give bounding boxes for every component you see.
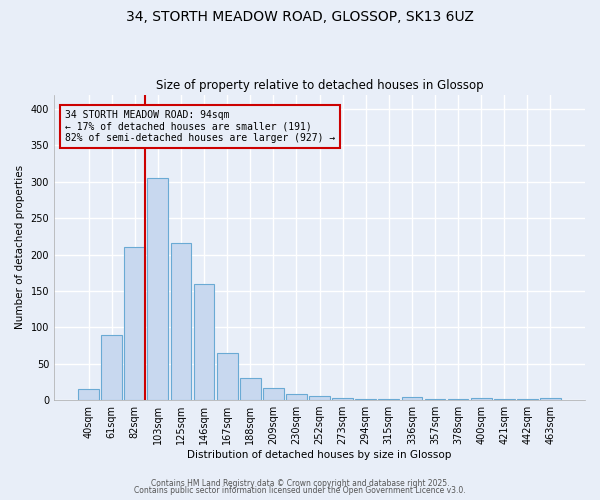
Bar: [309, 396, 330, 400]
Bar: [148, 178, 168, 400]
Bar: [540, 398, 561, 400]
Bar: [379, 398, 399, 400]
Text: 34, STORTH MEADOW ROAD, GLOSSOP, SK13 6UZ: 34, STORTH MEADOW ROAD, GLOSSOP, SK13 6U…: [126, 10, 474, 24]
Bar: [124, 246, 145, 400]
Text: Contains public sector information licensed under the Open Government Licence v3: Contains public sector information licen…: [134, 486, 466, 495]
Bar: [240, 378, 260, 400]
Y-axis label: Number of detached properties: Number of detached properties: [15, 166, 25, 330]
Bar: [355, 398, 376, 400]
Bar: [170, 243, 191, 400]
Bar: [401, 397, 422, 400]
Bar: [332, 398, 353, 400]
Bar: [101, 334, 122, 400]
Bar: [194, 284, 214, 400]
X-axis label: Distribution of detached houses by size in Glossop: Distribution of detached houses by size …: [187, 450, 452, 460]
Title: Size of property relative to detached houses in Glossop: Size of property relative to detached ho…: [156, 79, 484, 92]
Text: Contains HM Land Registry data © Crown copyright and database right 2025.: Contains HM Land Registry data © Crown c…: [151, 478, 449, 488]
Bar: [263, 388, 284, 400]
Bar: [286, 394, 307, 400]
Bar: [471, 398, 491, 400]
Bar: [425, 398, 445, 400]
Bar: [217, 353, 238, 400]
Bar: [78, 389, 99, 400]
Text: 34 STORTH MEADOW ROAD: 94sqm
← 17% of detached houses are smaller (191)
82% of s: 34 STORTH MEADOW ROAD: 94sqm ← 17% of de…: [65, 110, 335, 143]
